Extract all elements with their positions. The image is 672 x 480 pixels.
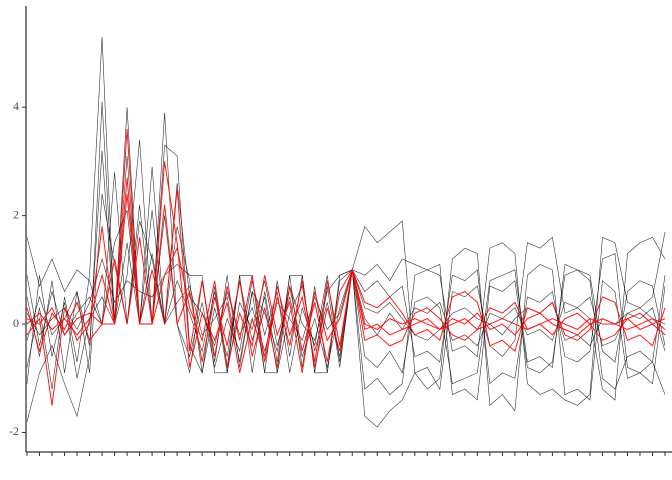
y-tick-label: -2 <box>9 424 19 438</box>
y-tick-label: 4 <box>13 99 19 113</box>
series-line <box>26 128 666 373</box>
series-line <box>26 237 666 373</box>
y-tick-label: 0 <box>13 316 19 330</box>
series-line <box>26 36 666 412</box>
series-line <box>26 107 666 384</box>
y-tick-label: 2 <box>13 207 19 221</box>
series-line <box>26 172 666 428</box>
series-line <box>26 101 666 422</box>
series-line <box>26 210 666 385</box>
series-line <box>26 193 666 368</box>
